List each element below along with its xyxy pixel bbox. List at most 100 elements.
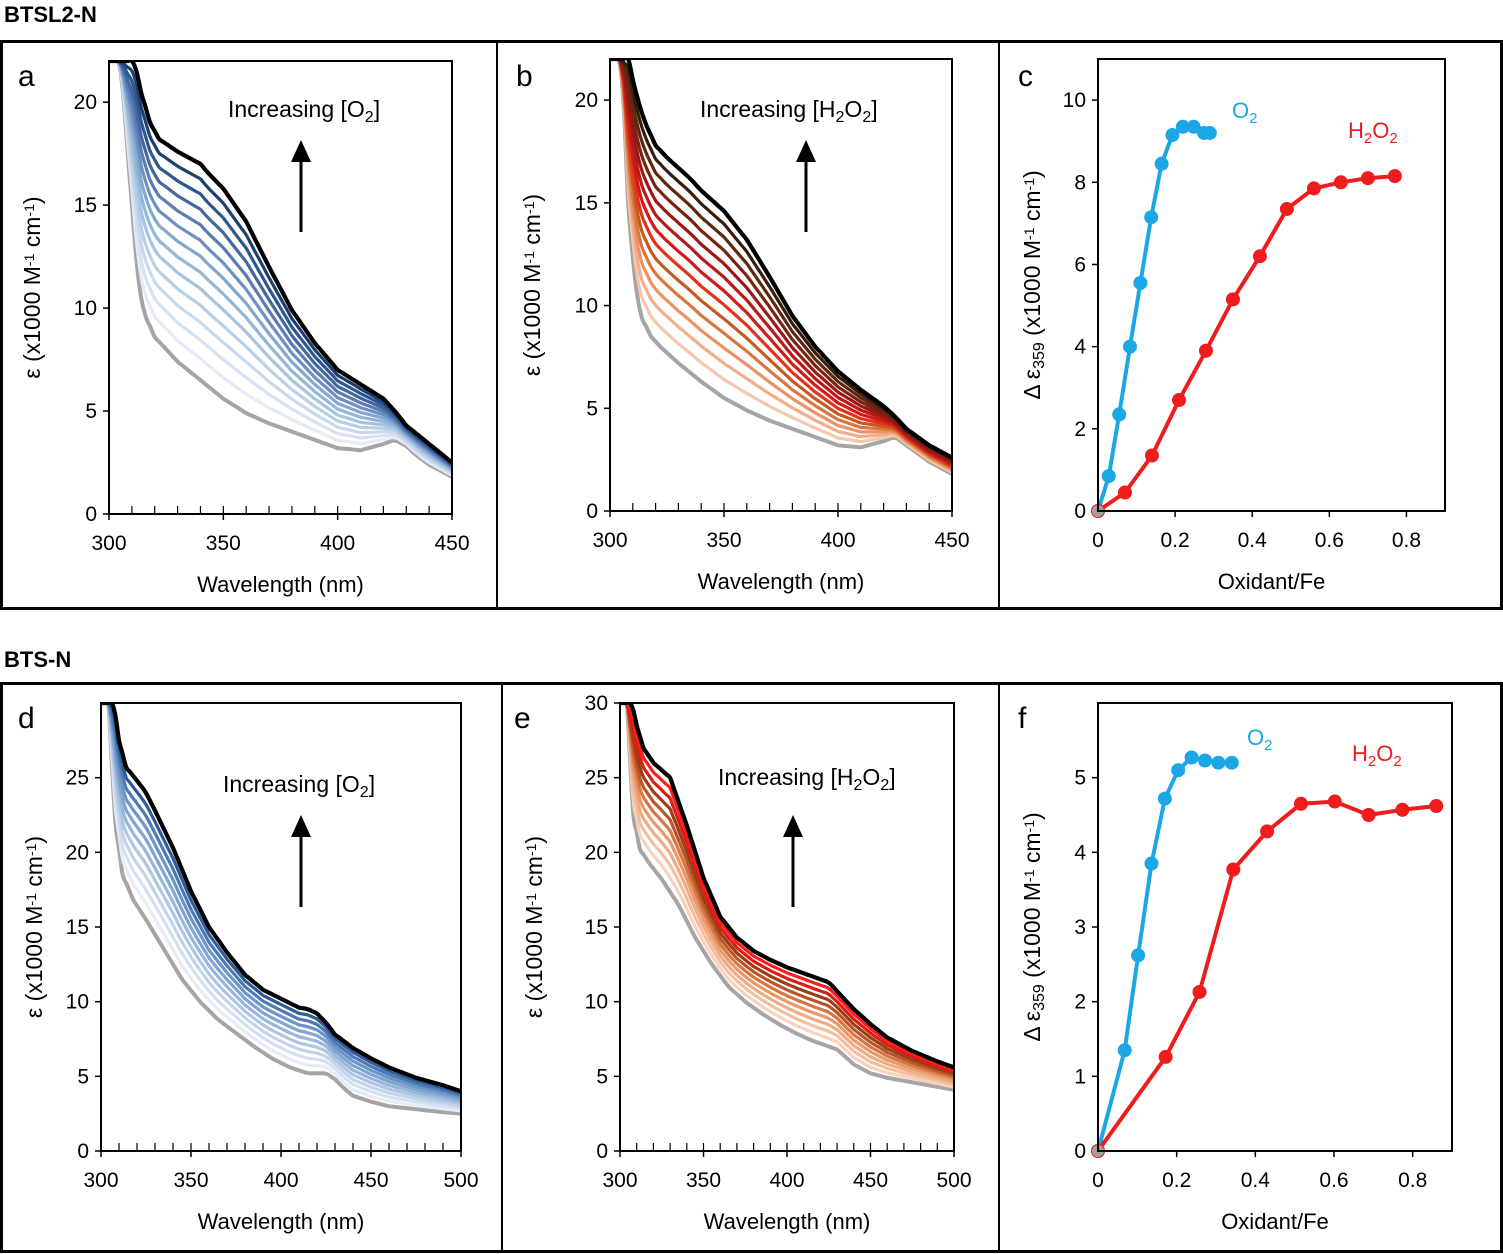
data-point bbox=[1306, 181, 1321, 196]
chem-sub: 2 bbox=[1364, 130, 1372, 147]
data-point bbox=[1224, 755, 1239, 770]
spectrum-trace bbox=[109, 61, 452, 472]
y-tick-label: 5 bbox=[596, 1065, 608, 1088]
x-tick-label: 0 bbox=[1092, 529, 1104, 552]
chem-sub: 2 bbox=[880, 777, 889, 794]
y-tick-label: 0 bbox=[1074, 500, 1086, 523]
x-tick-label: 400 bbox=[263, 1169, 298, 1192]
plot-area bbox=[101, 703, 461, 1116]
x-tick-label: 0.4 bbox=[1241, 1169, 1271, 1192]
chart-e: e 0 5 10 15 20 25 30 300 350 400 450 500 Wavelength (… bbox=[514, 692, 972, 1234]
data-point bbox=[1123, 339, 1138, 354]
spectrum-trace bbox=[620, 703, 954, 1080]
chem-sub: 2 bbox=[365, 109, 374, 126]
y-tick-label: 15 bbox=[66, 916, 89, 939]
y-tick-label: 15 bbox=[575, 192, 598, 215]
data-point bbox=[1144, 856, 1159, 871]
y-axis-label: Δ ε359 (x1000 M-1 cm-1) bbox=[1019, 170, 1048, 399]
y-tick-label: 0 bbox=[586, 500, 598, 523]
chart-a: a 0 5 10 15 20 300 350 400 450 Wavelength (nm) ε (x… bbox=[18, 60, 470, 597]
x-tick-label: 350 bbox=[173, 1169, 208, 1192]
y-tick-label: 25 bbox=[585, 767, 608, 790]
y-tick-label: 5 bbox=[586, 397, 598, 420]
x-tick-label: 0.6 bbox=[1319, 1169, 1348, 1192]
chem-sub: 2 bbox=[1249, 110, 1257, 127]
x-tick-label: 300 bbox=[602, 1169, 637, 1192]
data-point bbox=[1360, 171, 1375, 186]
chem-sub: 2 bbox=[1264, 737, 1272, 754]
ylabel-part: cm bbox=[1019, 190, 1045, 227]
series-line-1 bbox=[1098, 174, 1396, 511]
y-tick-label: 15 bbox=[585, 916, 608, 939]
x-tick-label: 450 bbox=[434, 532, 469, 555]
spectrum-trace bbox=[101, 703, 461, 1104]
data-point bbox=[1131, 948, 1146, 963]
x-axis-label: Oxidant/Fe bbox=[1218, 569, 1326, 594]
chem-part: ] bbox=[369, 771, 375, 797]
y-tick-label: 5 bbox=[85, 400, 97, 423]
chem-sub: 2 bbox=[1393, 753, 1401, 770]
spectrum-trace bbox=[620, 703, 954, 1084]
series-label-1: H2O2 bbox=[1352, 741, 1402, 770]
y-axis-label: ε (x1000 M-1 cm-1) bbox=[521, 836, 547, 1018]
y-tick-label: 25 bbox=[66, 767, 89, 790]
ylabel-sup: -1 bbox=[1021, 820, 1037, 833]
spectrum-trace bbox=[101, 703, 461, 1106]
y-tick-label: 1 bbox=[1074, 1065, 1086, 1088]
data-point bbox=[1117, 485, 1132, 500]
plot-border bbox=[609, 58, 953, 512]
x-tick-label: 0.8 bbox=[1392, 529, 1421, 552]
ylabel-part: ε (x1000 M bbox=[519, 264, 545, 377]
x-axis-label: Oxidant/Fe bbox=[1221, 1209, 1329, 1234]
chem-part: Increasing [H bbox=[700, 96, 836, 122]
x-tick-label: 350 bbox=[206, 532, 241, 555]
plot-border bbox=[1097, 702, 1453, 1152]
plot-border bbox=[1097, 58, 1446, 512]
plot-area bbox=[109, 61, 452, 479]
annotation-text: Increasing [O2] bbox=[228, 96, 380, 126]
chem-part: ] bbox=[871, 96, 877, 122]
chem-sub: 2 bbox=[854, 777, 863, 794]
x-axis-label: Wavelength (nm) bbox=[698, 569, 865, 594]
ylabel-sup: -1 bbox=[1021, 869, 1037, 882]
x-axis-label: Wavelength (nm) bbox=[704, 1209, 871, 1234]
ylabel-sup: -1 bbox=[21, 204, 37, 217]
spectrum-trace bbox=[109, 61, 452, 476]
y-tick-label: 20 bbox=[585, 841, 608, 864]
y-tick-label: 10 bbox=[585, 991, 608, 1014]
data-point bbox=[1171, 393, 1186, 408]
data-point bbox=[1184, 750, 1199, 765]
group-title-top: BTSL2-N bbox=[4, 2, 97, 27]
ylabel-part: ε (x1000 M bbox=[21, 906, 47, 1019]
y-tick-label: 5 bbox=[77, 1065, 89, 1088]
x-tick-label: 400 bbox=[820, 529, 855, 552]
arrow-head bbox=[796, 140, 816, 162]
ylabel-part: ε (x1000 M bbox=[521, 906, 547, 1019]
x-tick-label: 300 bbox=[83, 1169, 118, 1192]
data-point bbox=[1333, 175, 1348, 190]
data-point bbox=[1197, 753, 1212, 768]
ylabel-sup: -1 bbox=[523, 843, 539, 856]
y-tick-label: 20 bbox=[74, 91, 97, 114]
ylabel-part: cm bbox=[521, 856, 547, 893]
data-point bbox=[1387, 169, 1402, 184]
spectrum-final bbox=[101, 703, 461, 1094]
arrow-head bbox=[783, 815, 803, 837]
ylabel-sup: -1 bbox=[521, 251, 537, 264]
data-point bbox=[1101, 469, 1116, 484]
ylabel-part: (x1000 M bbox=[1019, 240, 1045, 342]
data-point bbox=[1225, 292, 1240, 307]
chem-part: O bbox=[1232, 98, 1249, 123]
chem-part: Increasing [O bbox=[223, 771, 360, 797]
data-point bbox=[1395, 802, 1410, 817]
ylabel-part: Δ ε bbox=[1019, 369, 1045, 400]
spectrum-trace bbox=[109, 61, 452, 470]
spectrum-final bbox=[610, 59, 952, 460]
spectrum-trace bbox=[620, 703, 954, 1076]
panel-letter-d: d bbox=[18, 702, 35, 735]
y-tick-label: 0 bbox=[77, 1140, 89, 1163]
y-tick-label: 10 bbox=[1063, 89, 1086, 112]
y-axis-label: ε (x1000 M-1 cm-1) bbox=[21, 836, 47, 1018]
series-line-1 bbox=[1098, 799, 1437, 1151]
